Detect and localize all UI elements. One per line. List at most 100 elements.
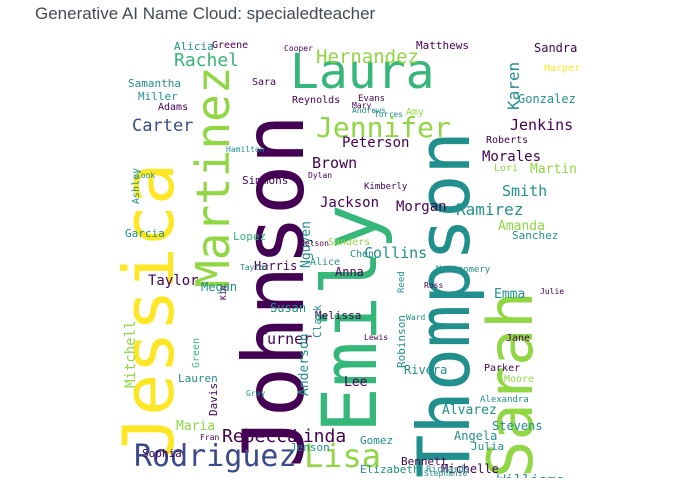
word-gray-105: Gray xyxy=(246,389,266,398)
word-greene-64: Greene xyxy=(212,40,249,51)
word-garcia-29: Garcia xyxy=(125,227,165,240)
word-carter-12: Carter xyxy=(132,116,194,136)
word-cook-96: Cook xyxy=(136,171,156,180)
word-hamilton-85: Hamilton xyxy=(226,145,265,154)
word-brown-18: Brown xyxy=(312,154,358,172)
word-laura-5: Laura xyxy=(290,44,435,100)
word-robinson-39: Robinson xyxy=(395,315,408,368)
word-nelson-99: Nelson xyxy=(300,239,329,248)
word-lauren-44: Lauren xyxy=(178,372,218,385)
word-hernandez-10: Hernandez xyxy=(316,46,419,68)
word-fran-100: Fran xyxy=(200,433,220,442)
word-maria-45: Maria xyxy=(176,419,216,434)
word-jessica-3: Jessica xyxy=(120,162,190,458)
word-ramirez-23: Ramirez xyxy=(456,200,524,219)
word-rachel-11: Rachel xyxy=(174,50,240,71)
word-lisa-9: Lisa xyxy=(304,437,382,475)
word-melissa-41: Melissa xyxy=(315,309,362,322)
word-harris-31: Harris xyxy=(254,259,298,273)
word-martinez-6: Martinez xyxy=(186,66,240,288)
word-ross-101: Ross xyxy=(424,281,444,290)
word-cloud: Johnson Emily Thompson Jessica Sarah Laura Mar… xyxy=(120,38,585,478)
word-gonzalez-17: Gonzalez xyxy=(518,92,576,106)
word-morgan-25: Morgan xyxy=(396,199,447,215)
word-sara-68: Sara xyxy=(252,77,277,88)
word-ward-104: Ward xyxy=(406,313,426,322)
chart-title: Generative AI Name Cloud: specialedteach… xyxy=(35,4,376,23)
word-harper-62: Harper xyxy=(544,63,581,74)
word-cooper-86: Cooper xyxy=(284,44,313,53)
word-williams-53: Williams xyxy=(497,474,564,478)
word-moore-77: Moore xyxy=(504,374,535,385)
word-rivera-48: Rivera xyxy=(404,363,448,377)
word-adams-67: Adams xyxy=(158,102,189,113)
word-jenson-58: Jenson xyxy=(290,441,330,454)
word-richards-91: Richards xyxy=(426,465,470,475)
word-clark-42: Clark xyxy=(311,304,324,338)
word-kim-102: Kim xyxy=(219,285,228,300)
word-taylor-33: Taylor xyxy=(148,273,199,289)
word-reed-83: Reed xyxy=(397,271,407,293)
word-collins-28: Collins xyxy=(364,244,428,262)
word-susan-40: Susan xyxy=(270,301,307,315)
word-dylan-97: Dylan xyxy=(308,171,333,180)
word-alvarez-49: Alvarez xyxy=(442,403,497,418)
word-anna-36: Anna xyxy=(335,265,364,279)
word-sanchez-27: Sanchez xyxy=(512,229,559,242)
word-reynolds-69: Reynolds xyxy=(292,95,341,106)
word-lewis-103: Lewis xyxy=(364,333,389,342)
word-samantha-65: Samantha xyxy=(128,77,181,90)
word-mary-88: Mary xyxy=(352,101,372,110)
word-alexandra-93: Alexandra xyxy=(480,395,529,405)
word-jane-78: Jane xyxy=(506,333,531,344)
word-sandra-61: Sandra xyxy=(534,41,578,55)
word-green-75: Green xyxy=(191,337,202,368)
word-morales-20: Morales xyxy=(482,149,542,165)
word-julia-52: Julia xyxy=(471,440,505,453)
word-kimberly-81: Kimberly xyxy=(364,182,408,192)
word-michelle-54: Michelle xyxy=(441,462,499,476)
word-jackson-24: Jackson xyxy=(320,195,380,211)
word-megan-34: Megan xyxy=(201,280,238,294)
word-chen-73: Chen xyxy=(350,249,375,260)
word-sanders-74: Sanders xyxy=(328,237,371,248)
word-lee-47: Lee xyxy=(344,375,368,390)
word-matthews-60: Matthews xyxy=(416,39,469,52)
word-jenkins-16: Jenkins xyxy=(510,116,574,134)
word-rebecca-13: Rebecca xyxy=(222,426,298,447)
word-sophia-59: Sophia xyxy=(142,447,182,460)
word-rodriguez-8: Rodriguez xyxy=(134,439,297,474)
word-andrews-90: Andrews xyxy=(352,106,386,115)
word-parker-76: Parker xyxy=(484,363,521,374)
word-evans-87: Evans xyxy=(358,94,386,104)
word-martin-21: Martin xyxy=(530,162,577,177)
word-alice-84: Alice xyxy=(310,257,341,268)
word-anderson-43: Anderson xyxy=(297,333,312,396)
word-simmons-72: Simmons xyxy=(242,174,289,187)
word-taylor-98: Taylor xyxy=(240,263,269,272)
word-thompson-2: Thompson xyxy=(402,131,486,478)
word-turner-38: Turner xyxy=(258,330,313,348)
word-elizabeth-56: Elizabeth xyxy=(360,463,420,476)
word-davis-46: Davis xyxy=(207,382,220,416)
word-lopez-30: Lopez xyxy=(233,230,267,243)
word-linda-14: Linda xyxy=(292,426,347,447)
word-stevens-51: Stevens xyxy=(492,419,543,433)
word-montgomery-82: Montgomery xyxy=(436,265,491,275)
word-johnson-0: Johnson xyxy=(225,113,323,468)
word-stephanie-95: Stephanie xyxy=(424,469,468,478)
word-peterson-19: Peterson xyxy=(342,135,410,151)
word-alicia-63: Alicia xyxy=(174,40,214,53)
word-bennett-55: Bennett xyxy=(401,455,448,468)
word-gomez-57: Gomez xyxy=(360,434,394,447)
word-amy-70: Amy xyxy=(406,107,425,118)
word-emma-37: Emma xyxy=(494,287,526,302)
word-julie-94: Julie xyxy=(540,287,565,296)
word-amanda-26: Amanda xyxy=(498,219,545,234)
word-smith-22: Smith xyxy=(502,182,548,200)
word-lori-80: Lori xyxy=(494,163,519,174)
word-torres-89: Torres xyxy=(374,110,403,119)
word-roberts-71: Roberts xyxy=(486,135,529,146)
word-mitchell-35: Mitchell xyxy=(123,320,139,388)
word-angela-50: Angela xyxy=(454,429,498,443)
